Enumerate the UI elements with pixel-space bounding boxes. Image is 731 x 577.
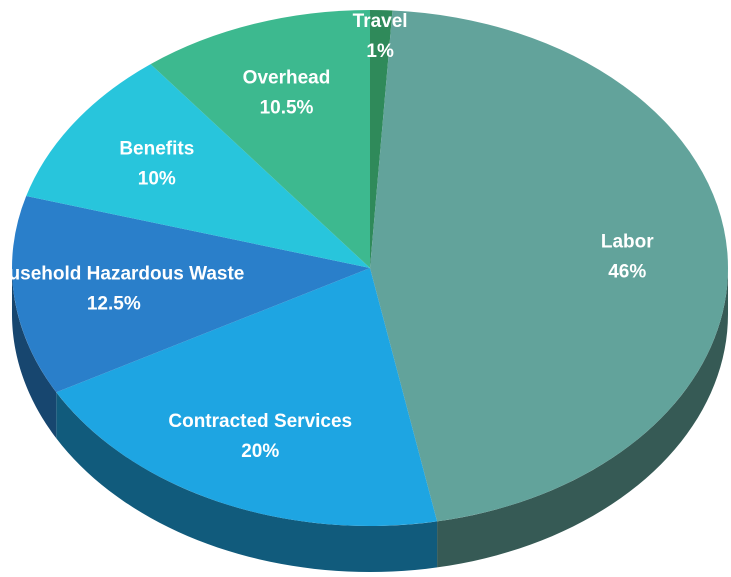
- slice-value: 1%: [366, 41, 394, 62]
- slice: [370, 10, 393, 268]
- slice-value: 10%: [138, 169, 176, 190]
- slice-label: Travel: [353, 11, 408, 32]
- slice-label: Benefits: [119, 139, 194, 160]
- slice-value: 12.5%: [87, 293, 141, 314]
- slice: [56, 268, 438, 526]
- slice-label: Labor: [601, 231, 654, 252]
- slice-label: Contracted Services: [168, 411, 352, 432]
- slice: [370, 10, 728, 522]
- slice-side: [12, 268, 57, 439]
- slice-side: [437, 268, 728, 568]
- labels: Travel 1% Labor 46% Contracted Services 20% Ho…: [0, 11, 654, 462]
- slice-value: 10.5%: [260, 97, 314, 118]
- slice-side: [56, 392, 438, 572]
- slice-label: Overhead: [243, 67, 331, 88]
- pie-tops: [12, 10, 728, 526]
- slice-value: 20%: [241, 441, 279, 462]
- slice-value: 46%: [608, 261, 646, 282]
- pie-sides: [12, 268, 728, 572]
- slice: [150, 10, 370, 268]
- slice-label: Household Hazardous Waste: [0, 263, 244, 284]
- slice: [26, 64, 370, 268]
- slice: [12, 196, 371, 393]
